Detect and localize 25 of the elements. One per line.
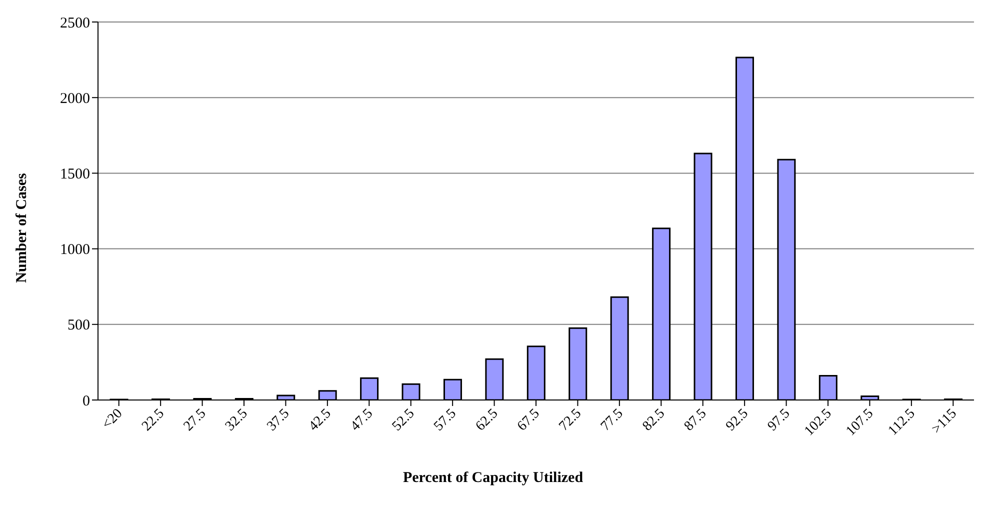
x-tick-label: 27.5: [181, 406, 210, 434]
x-tick-label: <20: [100, 406, 126, 432]
x-tick-label: 87.5: [682, 406, 710, 434]
x-tick-label: 52.5: [390, 406, 418, 434]
x-tick-label: 37.5: [264, 406, 293, 434]
y-tick-label: 2500: [60, 15, 90, 32]
x-tick-label: 92.5: [723, 406, 752, 434]
x-tick-label: 72.5: [556, 406, 585, 434]
y-tick-label: 500: [68, 318, 90, 334]
y-tick-label: 1000: [60, 242, 90, 258]
x-tick-label: 82.5: [640, 406, 668, 434]
x-tick-label: 47.5: [348, 406, 376, 434]
y-axis-title: Number of Cases: [14, 172, 30, 283]
x-tick-label: 22.5: [139, 406, 168, 434]
x-tick-label: 62.5: [473, 406, 502, 434]
x-tick-label: 97.5: [765, 406, 794, 434]
x-axis-title: Percent of Capacity Utilized: [402, 470, 584, 487]
y-tick-label: 2000: [60, 90, 90, 107]
x-tick-label: 67.5: [514, 406, 543, 434]
x-tick-label: 77.5: [598, 406, 626, 434]
x-tick-label: 42.5: [306, 406, 334, 434]
y-tick-label: 1500: [60, 166, 90, 183]
x-tick-label: 57.5: [431, 406, 460, 434]
y-tick-label: 0: [82, 393, 90, 410]
x-tick-label: 32.5: [222, 406, 251, 434]
